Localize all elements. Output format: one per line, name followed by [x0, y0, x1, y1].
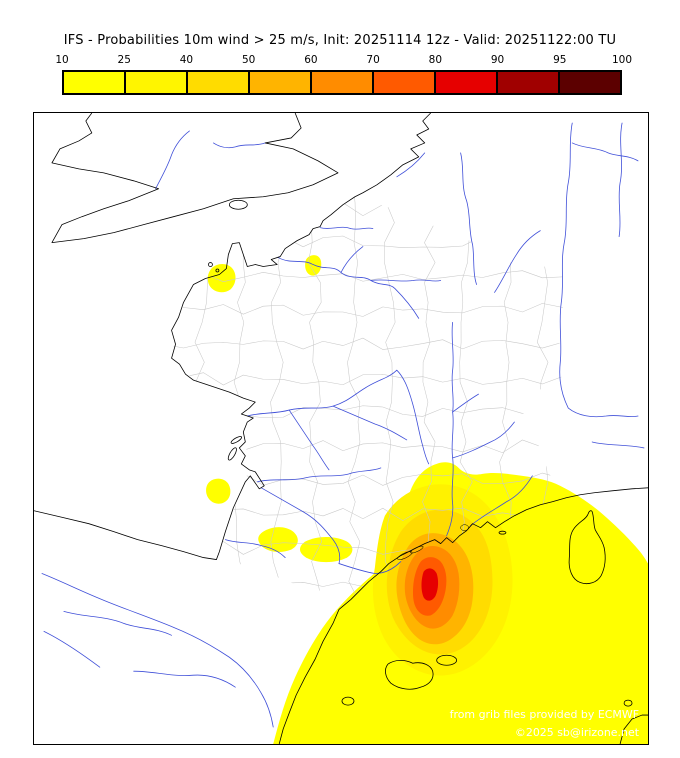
- river-ebro: [41, 573, 274, 728]
- river-ebro-trib-1: [63, 611, 172, 636]
- prob-patch-languedoc-2: [300, 537, 353, 563]
- coast-gulf-of-lion: [350, 487, 648, 600]
- colorbar: [62, 70, 622, 95]
- department-boundary-line: [171, 303, 565, 317]
- river-rhone-upper: [452, 393, 479, 413]
- river-rhone: [446, 411, 454, 537]
- etang-de-berre: [460, 524, 469, 531]
- sardinia-corner: [619, 714, 648, 744]
- river-aude: [338, 561, 402, 574]
- ile-oleron: [227, 447, 237, 461]
- colorbar-cell: [436, 72, 498, 93]
- mallorca: [385, 659, 434, 690]
- prob-patch-atlantic-coast: [206, 478, 231, 504]
- river-meuse: [460, 152, 477, 285]
- colorbar-tick: 60: [304, 54, 318, 66]
- department-boundary-line: [171, 337, 565, 350]
- colorbar-tick: 80: [428, 54, 443, 66]
- colorbar-tick: 25: [117, 54, 131, 66]
- department-boundary-line: [347, 196, 361, 600]
- river-vienne: [288, 409, 330, 471]
- ibiza: [341, 696, 355, 706]
- hyeres-island: [498, 530, 507, 535]
- colorbar-cell: [374, 72, 436, 93]
- department-boundary-line: [171, 235, 565, 249]
- etang-lagoon-2: [410, 545, 424, 554]
- colorbar-cell: [64, 72, 126, 93]
- river-somme: [319, 226, 374, 230]
- river-oise: [340, 246, 364, 273]
- colorbar-tick: 10: [55, 54, 69, 66]
- river-rhine-delta: [571, 142, 639, 162]
- prob-contour-80: [421, 568, 439, 601]
- department-boundary-line: [384, 196, 396, 600]
- prob-patch-channel-2: [305, 255, 322, 276]
- channel-island-2: [215, 268, 220, 273]
- corsica: [568, 510, 606, 585]
- ile-de-re: [230, 436, 243, 444]
- asinara-island: [623, 699, 633, 707]
- isle-of-wight: [228, 199, 248, 210]
- colorbar-cell: [560, 72, 620, 93]
- department-boundary-line: [308, 196, 323, 600]
- river-dordogne: [256, 467, 382, 483]
- colorbar-tick: 40: [179, 54, 194, 66]
- colorbar-cell: [126, 72, 188, 93]
- colorbar-tick: 100: [611, 54, 633, 66]
- river-severn: [155, 130, 190, 190]
- page-title: IFS - Probabilities 10m wind > 25 m/s, I…: [63, 33, 617, 48]
- menorca: [436, 654, 458, 666]
- coast-continent: [34, 113, 431, 560]
- colorbar-cell: [250, 72, 312, 93]
- probability-field: [206, 255, 648, 744]
- river-po: [591, 441, 645, 449]
- colorbar-cell: [498, 72, 560, 93]
- river-seine: [277, 257, 420, 319]
- river-isere: [452, 421, 515, 459]
- river-scheldt: [396, 152, 426, 178]
- prob-patch-channel-1: [207, 264, 236, 293]
- map-frame: from grib files provided by ECMWF ©2025 …: [33, 112, 649, 745]
- river-spain-coastal: [43, 630, 101, 668]
- river-thames: [213, 142, 266, 149]
- coast-england-wales: [51, 113, 339, 244]
- colorbar-tick: 90: [490, 54, 505, 66]
- department-boundary-line: [171, 270, 565, 282]
- river-saone: [451, 321, 454, 413]
- colorbar-tick: 70: [366, 54, 380, 66]
- map-canvas: from grib files provided by ECMWF ©2025 …: [34, 113, 648, 744]
- colorbar-cell: [312, 72, 374, 93]
- river-german: [618, 122, 623, 238]
- river-loire: [246, 369, 430, 465]
- river-ebro-trib-2: [133, 670, 236, 688]
- etang-lagoon-1: [397, 551, 413, 560]
- river-durance: [470, 475, 533, 527]
- river-cher: [332, 405, 408, 441]
- colorbar-tick: 50: [241, 54, 256, 66]
- colorbar-tick-labels: 10 25 40 50 60 70 80 90 95 100: [55, 54, 632, 67]
- river-garonne: [260, 487, 341, 564]
- department-boundary-line: [171, 372, 565, 386]
- colorbar-tick: 95: [553, 54, 567, 66]
- department-boundary-line: [270, 196, 284, 600]
- prob-patch-languedoc-1: [258, 527, 298, 552]
- department-boundary-line: [171, 439, 565, 454]
- department-boundary-line: [171, 405, 565, 419]
- department-boundary-line: [171, 201, 565, 217]
- river-adour: [224, 539, 286, 558]
- river-rhine: [559, 122, 639, 418]
- department-boundary-line: [232, 196, 247, 600]
- copyright-text: ©2025 sb@irizone.net: [515, 726, 640, 739]
- attribution-text: from grib files provided by ECMWF: [450, 708, 639, 721]
- coast-spain-med: [278, 599, 352, 744]
- coastlines: [34, 113, 648, 744]
- river-moselle: [494, 230, 541, 293]
- channel-island-1: [208, 262, 213, 267]
- river-marne: [370, 279, 442, 282]
- rivers: [41, 122, 645, 728]
- colorbar-cell: [188, 72, 250, 93]
